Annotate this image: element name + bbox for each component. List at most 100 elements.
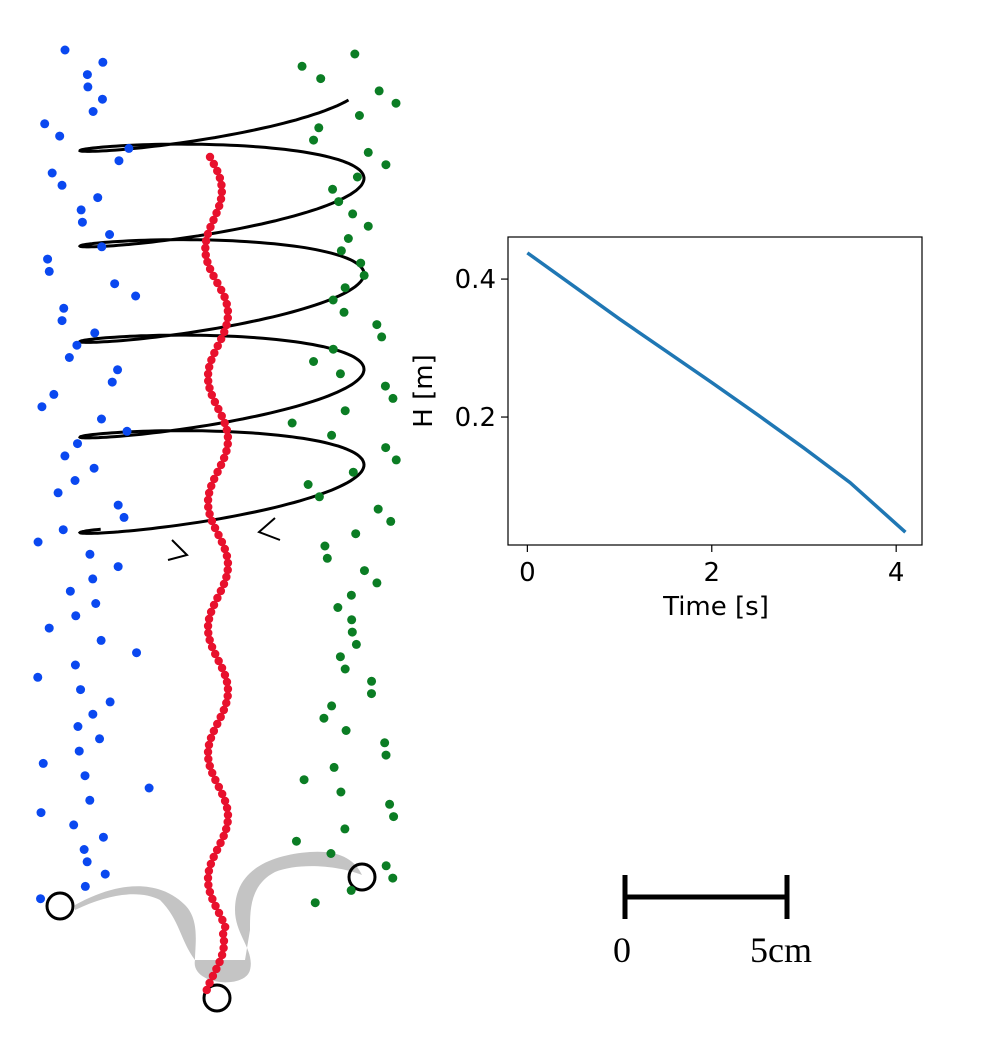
tracked-point (77, 217, 87, 227)
tracked-point (204, 740, 214, 750)
tracked-point (223, 558, 233, 568)
tracked-point (203, 257, 212, 267)
tracked-point (222, 425, 232, 435)
tracked-point (220, 922, 230, 932)
tracked-point (223, 684, 233, 694)
tracked-point (386, 516, 396, 526)
tracked-point (335, 369, 345, 379)
tracked-point (220, 327, 229, 337)
tracked-point (144, 783, 154, 793)
tracked-point (53, 488, 63, 498)
tracked-point (122, 426, 132, 436)
tracked-point (303, 480, 313, 489)
tracked-point (223, 565, 232, 575)
tracked-point (96, 414, 106, 424)
tracked-point (223, 306, 233, 316)
tracked-point (220, 418, 229, 428)
tracked-point (363, 147, 373, 157)
tracked-point (334, 197, 344, 207)
tracked-point (366, 689, 376, 699)
tracked-point (343, 234, 353, 243)
tracked-point (219, 579, 229, 589)
tracked-point (388, 393, 398, 403)
marker-circle (202, 983, 232, 1013)
tracked-point (113, 365, 123, 375)
tracked-point (333, 603, 343, 612)
tracked-point (33, 537, 43, 547)
tracked-point (71, 611, 81, 621)
tracked-point (204, 502, 213, 512)
tracked-point (211, 775, 220, 785)
tracked-point (363, 221, 373, 231)
tracked-point (217, 180, 226, 190)
tracked-point (309, 357, 319, 366)
tracked-point (222, 677, 232, 687)
tracked-point (203, 873, 213, 883)
tracked-point (70, 476, 80, 485)
tracked-point (381, 443, 391, 453)
tracked-point (222, 803, 232, 813)
tracked-point (113, 500, 123, 510)
tracked-point (205, 978, 214, 988)
tracked-point (359, 270, 369, 280)
tracked-point (213, 341, 222, 351)
tracked-point (213, 278, 222, 288)
tracked-point (83, 82, 93, 92)
tracked-point (339, 307, 349, 317)
tracked-point (219, 705, 229, 715)
tracked-point (36, 808, 46, 818)
tracked-point (377, 332, 387, 342)
tracked-point (113, 562, 123, 572)
tracked-point (380, 738, 390, 748)
tracked-point (40, 119, 50, 129)
tracked-point (59, 303, 69, 313)
marker-circle (45, 891, 75, 921)
tracked-point (214, 404, 223, 414)
tracked-point (204, 614, 214, 624)
tracked-point (287, 418, 297, 428)
tracked-point (214, 782, 224, 792)
tracked-point (110, 279, 120, 289)
tracked-point (314, 492, 324, 502)
tracked-point (212, 208, 221, 218)
tracked-point (95, 734, 105, 744)
tracked-point (124, 143, 134, 153)
x-axis-label: Time [s] (662, 592, 769, 622)
tracked-point (209, 215, 218, 225)
arrow (257, 517, 281, 541)
tracked-point (309, 135, 319, 145)
tracked-point (217, 537, 227, 547)
tracked-point (385, 799, 395, 809)
tracked-point (93, 193, 103, 203)
tracked-point (107, 377, 117, 387)
tracked-point (215, 957, 224, 967)
x-tick-label: 0 (519, 558, 536, 588)
tracked-point (85, 795, 95, 805)
tracked-point (72, 340, 82, 350)
tracked-point (209, 600, 219, 610)
marker-circle (347, 862, 377, 892)
tracked-point (209, 852, 218, 862)
tracked-point (216, 838, 225, 848)
tracked-point (328, 295, 338, 305)
tracked-point (218, 789, 227, 799)
tracked-point (219, 831, 228, 841)
tracked-point (341, 726, 351, 735)
tracked-point (80, 881, 90, 891)
tracked-point (55, 131, 65, 141)
tracked-point (213, 593, 222, 603)
tracked-point (221, 824, 231, 834)
tracked-point (211, 901, 220, 911)
tracked-point (216, 712, 225, 722)
tracked-point (203, 621, 213, 631)
tracked-point (367, 676, 377, 686)
tracked-point (373, 504, 383, 514)
tracked-point (88, 709, 98, 719)
tracked-point (204, 628, 213, 638)
tracked-point (213, 719, 222, 729)
x-tick-label: 4 (888, 558, 905, 588)
scale-end-label: 5cm (750, 930, 812, 970)
tracked-point (348, 467, 358, 477)
tracked-point (388, 873, 398, 883)
tracked-point (217, 187, 227, 197)
